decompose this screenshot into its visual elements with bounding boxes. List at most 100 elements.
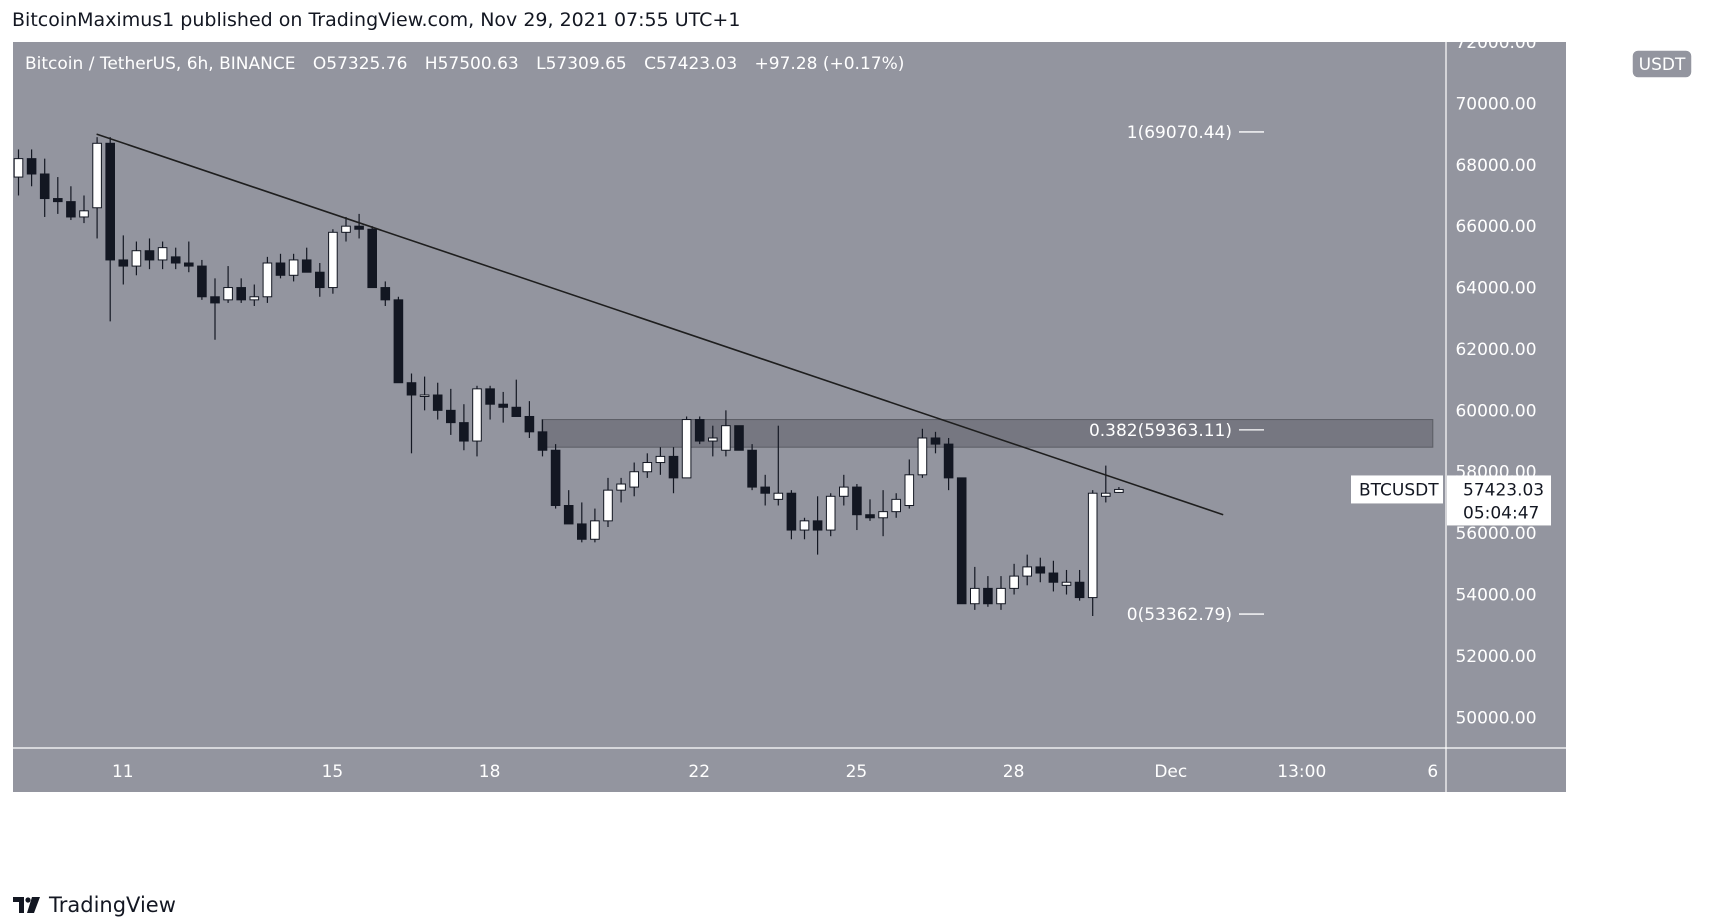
fib-level-label: 1(69070.44): [1127, 123, 1232, 143]
candle[interactable]: [891, 493, 902, 518]
candle[interactable]: [852, 484, 862, 531]
candle[interactable]: [419, 376, 430, 411]
candle[interactable]: [66, 186, 76, 221]
candle[interactable]: [734, 425, 744, 451]
candle[interactable]: [563, 490, 574, 525]
candle[interactable]: [642, 453, 653, 478]
candle[interactable]: [616, 477, 626, 503]
candle[interactable]: [694, 416, 705, 445]
candle[interactable]: [812, 496, 823, 555]
currency-badge[interactable]: USDT: [1631, 49, 1693, 79]
candle[interactable]: [315, 263, 325, 297]
candle[interactable]: [92, 137, 102, 239]
candle[interactable]: [485, 385, 495, 420]
candle[interactable]: [524, 401, 535, 438]
candle[interactable]: [943, 437, 954, 491]
candle[interactable]: [668, 447, 679, 494]
fib-level[interactable]: 1(69070.44): [1127, 123, 1264, 143]
candle[interactable]: [393, 296, 404, 384]
tradingview-logo[interactable]: TradingView: [13, 893, 176, 917]
descending-trendline[interactable]: [96, 133, 1224, 516]
candle[interactable]: [459, 404, 469, 451]
candle[interactable]: [288, 253, 299, 282]
candle[interactable]: [432, 382, 443, 420]
price-axis[interactable]: [1446, 42, 1566, 748]
candle[interactable]: [786, 490, 797, 540]
candle[interactable]: [839, 474, 849, 506]
candle[interactable]: [131, 241, 142, 276]
candle[interactable]: [210, 278, 220, 340]
candle[interactable]: [170, 247, 181, 270]
candle[interactable]: [577, 502, 587, 543]
fib-level[interactable]: 0(53362.79): [1127, 605, 1264, 625]
candle[interactable]: [721, 410, 731, 457]
candle[interactable]: [275, 253, 286, 279]
candle[interactable]: [865, 499, 875, 521]
candle[interactable]: [917, 428, 928, 478]
candle[interactable]: [446, 388, 456, 435]
chart-container[interactable]: 1(69070.44) 0.382(59363.11) 0(53362.79) 50…: [13, 42, 1732, 874]
price-chart[interactable]: 1(69070.44) 0.382(59363.11) 0(53362.79) 50…: [13, 42, 1732, 874]
candle[interactable]: [144, 238, 155, 270]
candle[interactable]: [354, 213, 364, 239]
candle[interactable]: [983, 576, 993, 607]
candle[interactable]: [367, 226, 377, 289]
candle[interactable]: [301, 247, 312, 273]
resistance-zone[interactable]: [541, 419, 1434, 448]
candle[interactable]: [537, 419, 548, 457]
candle[interactable]: [472, 385, 482, 457]
plot-area[interactable]: [13, 42, 1446, 748]
candle[interactable]: [157, 241, 168, 270]
candle[interactable]: [1101, 465, 1111, 503]
candle[interactable]: [1114, 487, 1124, 493]
candle[interactable]: [603, 477, 613, 527]
candle[interactable]: [498, 391, 508, 423]
candle[interactable]: [53, 177, 63, 214]
candle[interactable]: [39, 158, 50, 217]
candle[interactable]: [79, 195, 89, 224]
candle[interactable]: [236, 278, 246, 303]
candle[interactable]: [1074, 569, 1085, 601]
candle[interactable]: [996, 576, 1006, 610]
candle[interactable]: [1087, 490, 1098, 617]
candle[interactable]: [328, 229, 338, 294]
candle[interactable]: [184, 241, 194, 273]
candle[interactable]: [970, 566, 980, 610]
candle-body: [1061, 581, 1072, 586]
candle[interactable]: [1048, 560, 1059, 592]
candle[interactable]: [930, 431, 941, 454]
candle[interactable]: [1061, 569, 1072, 595]
candle[interactable]: [341, 216, 351, 242]
candle[interactable]: [708, 425, 718, 457]
candle[interactable]: [406, 373, 417, 454]
candle[interactable]: [380, 281, 391, 306]
candle[interactable]: [681, 416, 692, 479]
candle[interactable]: [249, 284, 260, 306]
candle[interactable]: [760, 474, 771, 506]
candle[interactable]: [825, 493, 836, 537]
candle[interactable]: [105, 137, 116, 322]
candle[interactable]: [878, 490, 888, 537]
candle[interactable]: [590, 508, 600, 543]
candle[interactable]: [223, 266, 233, 303]
candle[interactable]: [13, 149, 24, 196]
candle[interactable]: [655, 447, 666, 475]
candle[interactable]: [773, 425, 784, 506]
candle[interactable]: [118, 235, 129, 285]
candle[interactable]: [26, 149, 37, 187]
candle[interactable]: [550, 444, 561, 509]
publisher-line: BitcoinMaximus1 published on TradingView…: [12, 9, 741, 31]
candle[interactable]: [904, 459, 915, 509]
candle[interactable]: [1035, 557, 1046, 583]
candle[interactable]: [1009, 563, 1019, 595]
candle[interactable]: [197, 259, 207, 300]
fib-level[interactable]: 0.382(59363.11): [1089, 421, 1264, 441]
candle[interactable]: [747, 444, 757, 491]
candle[interactable]: [262, 256, 273, 303]
candle[interactable]: [956, 477, 967, 605]
candle[interactable]: [511, 379, 522, 417]
candle[interactable]: [799, 517, 810, 540]
candle[interactable]: [629, 462, 640, 497]
candle[interactable]: [1022, 554, 1033, 586]
time-axis[interactable]: [13, 748, 1566, 792]
